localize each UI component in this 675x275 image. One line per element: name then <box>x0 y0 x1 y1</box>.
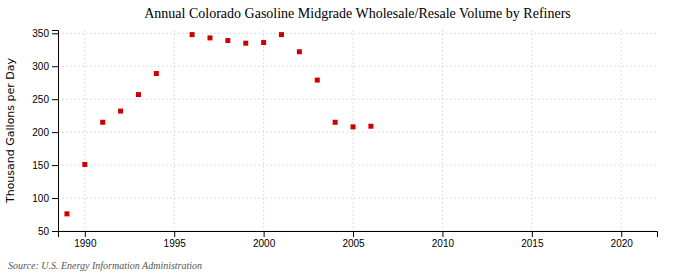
tick-mark <box>52 66 58 67</box>
tick-mark <box>52 33 58 34</box>
point <box>100 120 105 125</box>
point <box>136 92 141 97</box>
tick-label: 2000 <box>253 238 276 249</box>
tick-mark <box>532 231 533 237</box>
tick-label: 200 <box>32 127 49 138</box>
tick-label: 1990 <box>74 238 97 249</box>
point <box>297 49 302 54</box>
tick-label: 2015 <box>521 238 544 249</box>
point <box>368 124 373 129</box>
chart: 1990 1995 2000 2005 2010 2015 2020 50 100 150 200 2… <box>0 0 675 275</box>
tick-label: 2010 <box>432 238 455 249</box>
tick: 50 <box>38 226 58 237</box>
tick-mark <box>174 231 175 237</box>
grid-line-x <box>621 30 622 231</box>
tick-mark <box>442 231 443 237</box>
axis-line <box>52 31 59 232</box>
point <box>279 32 284 37</box>
point <box>261 40 266 45</box>
tick: 2000 <box>253 231 276 249</box>
tick-mark <box>52 99 58 100</box>
tick: 1995 <box>164 231 187 249</box>
grid-line-x <box>84 30 85 231</box>
grid-line-x <box>174 30 175 231</box>
point <box>351 124 356 129</box>
tick: 250 <box>32 94 58 105</box>
point <box>225 38 230 43</box>
grid-line-y <box>58 66 657 67</box>
y-axis: 50 100 150 200 250 300 350 <box>32 28 58 237</box>
point <box>64 211 69 216</box>
plot: 1990 1995 2000 2005 2010 2015 2020 50 100 150 200 2… <box>32 28 657 249</box>
tick-mark <box>85 231 86 237</box>
tick-mark <box>52 198 58 199</box>
grid-line-x <box>531 30 532 231</box>
tick: 2020 <box>611 231 634 249</box>
tick: 2010 <box>432 231 455 249</box>
grid-line-y <box>58 165 657 166</box>
grid-line-x <box>263 30 264 231</box>
tick-label: 350 <box>32 28 49 39</box>
tick: 2015 <box>521 231 544 249</box>
point <box>190 32 195 37</box>
tick-label: 150 <box>32 160 49 171</box>
annotation: Source: U.S. Energy Information Administ… <box>8 260 202 271</box>
tick: 2005 <box>342 231 365 249</box>
tick-label: 2005 <box>342 238 365 249</box>
point <box>243 41 248 46</box>
tick-mark <box>52 231 58 232</box>
tick-mark <box>353 231 354 237</box>
grid-line-x <box>353 30 354 231</box>
tick: 150 <box>32 160 58 171</box>
point <box>154 71 159 76</box>
tick-mark <box>264 231 265 237</box>
point <box>207 35 212 40</box>
y-axis-title: Thousand Gallons per Day <box>4 57 17 204</box>
grid-line-y <box>58 99 657 100</box>
tick-label: 300 <box>32 61 49 72</box>
grid-line-y <box>58 33 657 34</box>
tick: 200 <box>32 127 58 138</box>
grid <box>58 30 657 231</box>
point <box>118 109 123 114</box>
grid-line-x <box>442 30 443 231</box>
tick-label: 2020 <box>611 238 634 249</box>
grid-line-y <box>58 198 657 199</box>
point <box>315 78 320 83</box>
x-axis: 1990 1995 2000 2005 2010 2015 2020 <box>59 231 658 249</box>
points <box>64 32 373 216</box>
tick: 100 <box>32 193 58 204</box>
tick: 350 <box>32 28 58 39</box>
point <box>82 162 87 167</box>
point <box>333 120 338 125</box>
tick-label: 1995 <box>164 238 187 249</box>
title: Annual Colorado Gasoline Midgrade Wholes… <box>144 6 571 21</box>
tick: 300 <box>32 61 58 72</box>
tick: 1990 <box>74 231 97 249</box>
tick-label: 250 <box>32 94 49 105</box>
tick-mark <box>52 165 58 166</box>
tick-label: 50 <box>38 226 50 237</box>
tick-mark <box>52 132 58 133</box>
tick-mark <box>621 231 622 237</box>
axis-line <box>59 232 658 238</box>
grid-line-y <box>58 132 657 133</box>
tick-label: 100 <box>32 193 49 204</box>
